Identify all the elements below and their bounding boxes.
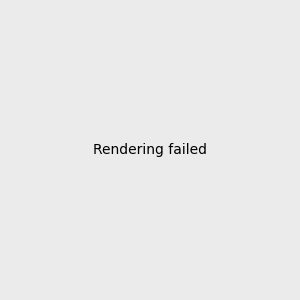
Text: Rendering failed: Rendering failed xyxy=(93,143,207,157)
